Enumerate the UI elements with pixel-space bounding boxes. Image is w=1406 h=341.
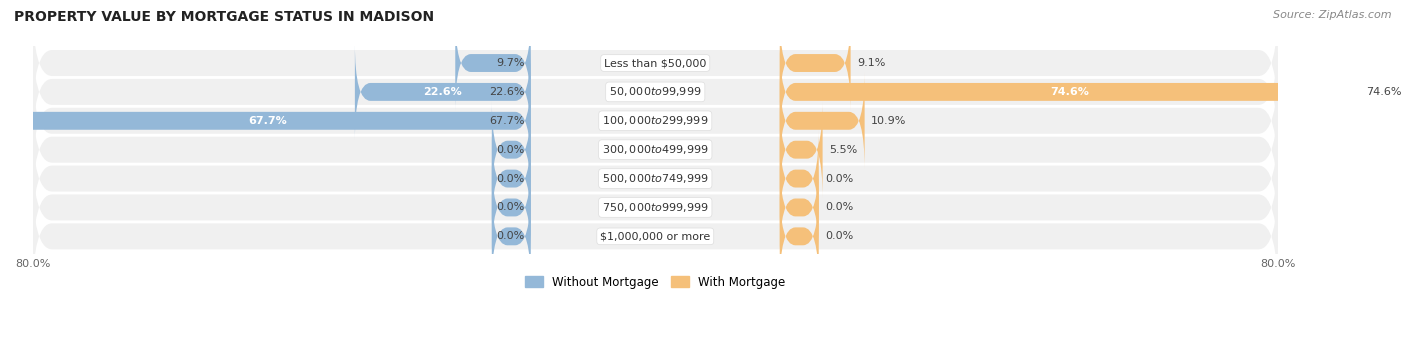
- Text: $100,000 to $299,999: $100,000 to $299,999: [602, 114, 709, 127]
- Text: 0.0%: 0.0%: [825, 203, 853, 212]
- FancyBboxPatch shape: [492, 188, 530, 285]
- Text: 67.7%: 67.7%: [489, 116, 524, 126]
- Text: Less than $50,000: Less than $50,000: [605, 58, 706, 68]
- Text: 0.0%: 0.0%: [496, 203, 524, 212]
- Text: $1,000,000 or more: $1,000,000 or more: [600, 231, 710, 241]
- FancyBboxPatch shape: [354, 43, 530, 141]
- FancyBboxPatch shape: [32, 119, 1278, 238]
- Text: Source: ZipAtlas.com: Source: ZipAtlas.com: [1274, 10, 1392, 20]
- FancyBboxPatch shape: [780, 101, 823, 198]
- FancyBboxPatch shape: [4, 72, 530, 169]
- Text: $300,000 to $499,999: $300,000 to $499,999: [602, 143, 709, 156]
- Legend: Without Mortgage, With Mortgage: Without Mortgage, With Mortgage: [520, 271, 790, 294]
- Text: $500,000 to $749,999: $500,000 to $749,999: [602, 172, 709, 185]
- Text: 74.6%: 74.6%: [1367, 87, 1402, 97]
- Text: 0.0%: 0.0%: [496, 145, 524, 155]
- Text: 5.5%: 5.5%: [828, 145, 858, 155]
- FancyBboxPatch shape: [32, 33, 1278, 151]
- FancyBboxPatch shape: [780, 72, 865, 169]
- FancyBboxPatch shape: [780, 130, 818, 227]
- Text: 22.6%: 22.6%: [489, 87, 524, 97]
- FancyBboxPatch shape: [32, 177, 1278, 296]
- Text: $750,000 to $999,999: $750,000 to $999,999: [602, 201, 709, 214]
- FancyBboxPatch shape: [492, 159, 530, 256]
- Text: 0.0%: 0.0%: [496, 174, 524, 183]
- FancyBboxPatch shape: [780, 159, 818, 256]
- Text: 10.9%: 10.9%: [870, 116, 907, 126]
- FancyBboxPatch shape: [492, 130, 530, 227]
- FancyBboxPatch shape: [456, 14, 530, 112]
- FancyBboxPatch shape: [780, 43, 1361, 141]
- Text: 0.0%: 0.0%: [825, 231, 853, 241]
- FancyBboxPatch shape: [32, 4, 1278, 122]
- FancyBboxPatch shape: [780, 14, 851, 112]
- Text: 9.7%: 9.7%: [496, 58, 524, 68]
- FancyBboxPatch shape: [492, 101, 530, 198]
- FancyBboxPatch shape: [780, 188, 818, 285]
- Text: PROPERTY VALUE BY MORTGAGE STATUS IN MADISON: PROPERTY VALUE BY MORTGAGE STATUS IN MAD…: [14, 10, 434, 24]
- Text: 9.1%: 9.1%: [856, 58, 886, 68]
- FancyBboxPatch shape: [32, 148, 1278, 267]
- Text: 0.0%: 0.0%: [496, 231, 524, 241]
- Text: $50,000 to $99,999: $50,000 to $99,999: [609, 85, 702, 99]
- Text: 0.0%: 0.0%: [825, 174, 853, 183]
- FancyBboxPatch shape: [32, 90, 1278, 209]
- Text: 74.6%: 74.6%: [1050, 87, 1090, 97]
- Text: 67.7%: 67.7%: [247, 116, 287, 126]
- FancyBboxPatch shape: [32, 62, 1278, 180]
- Text: 22.6%: 22.6%: [423, 87, 463, 97]
